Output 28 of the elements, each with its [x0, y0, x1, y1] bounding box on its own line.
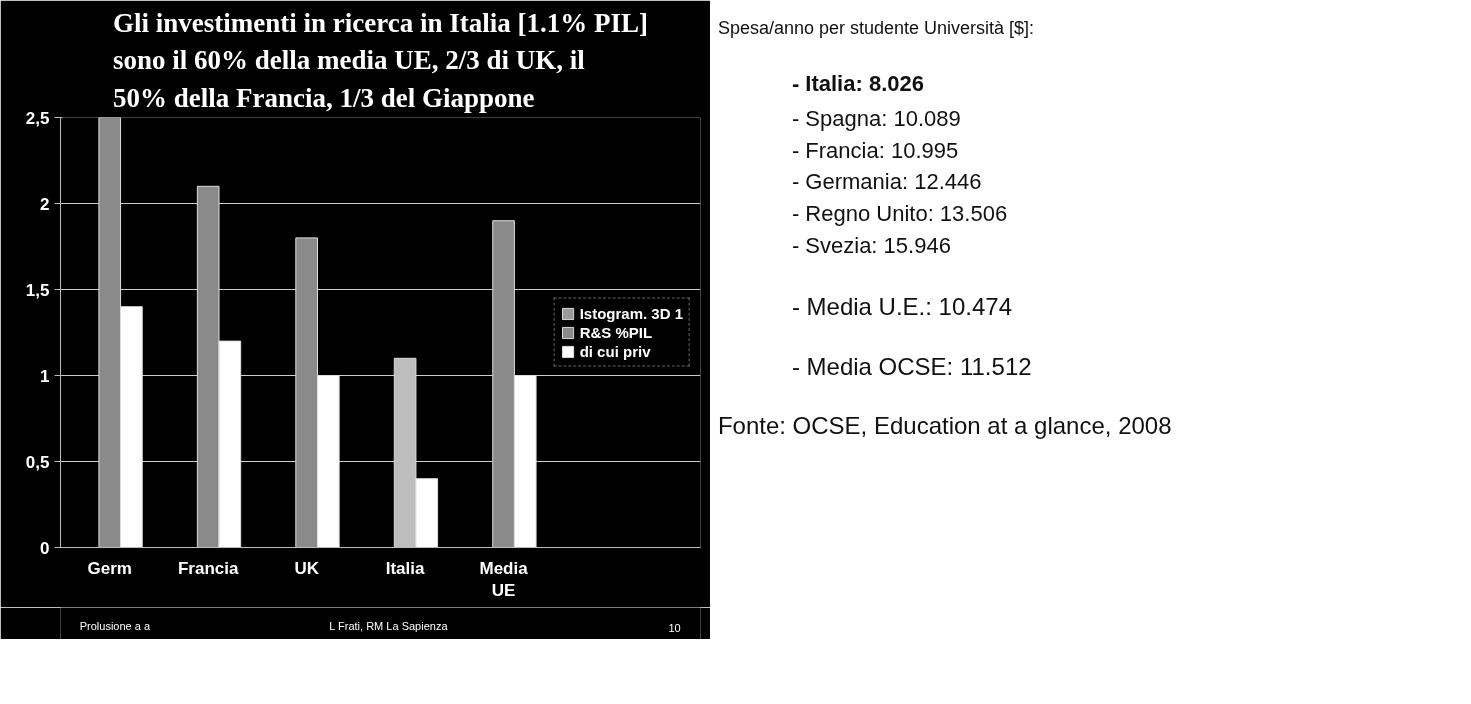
text: - Media OCSE: 11.512: [791, 352, 1032, 380]
text: - Francia: 10.995: [791, 137, 959, 163]
text: - Media U.E.: 10.474: [791, 292, 1013, 320]
legend-label: R&S %PIL: [579, 323, 653, 341]
text: - Spagna: 10.089: [791, 106, 961, 132]
text: - Svezia: 15.946: [791, 232, 951, 258]
x-tick-label: UK: [294, 558, 320, 578]
x-tick-label: Francia: [177, 558, 239, 578]
x-tick-label: Media UE: [479, 558, 529, 601]
y-tick-label: 2: [40, 194, 50, 214]
source-note: Fonte: OCSE, Education at a glance, 2008: [717, 412, 1172, 440]
text: L Frati, RM La Sapienza: [329, 619, 449, 632]
y-tick-label: 0: [40, 538, 50, 558]
legend-label: Istogram. 3D 1: [579, 304, 683, 322]
text: Prolusione a a: [79, 619, 151, 632]
chart-title: Gli investimenti in ricerca in Italia [1.1% PIL] sono il 60% della media UE, 2/3 di UK, il 50% della Francia, 1/3 del Giappone: [113, 7, 648, 113]
x-tick-label: Germ: [87, 558, 132, 578]
legend-label: di cui priv: [579, 342, 651, 360]
x-tick-label: Italia: [385, 558, 426, 578]
text: 10: [668, 621, 681, 634]
text: - Germania: 12.446: [791, 169, 982, 195]
text: Spesa/anno per studente Università [$]:: [717, 18, 1035, 39]
y-tick-label: 1: [40, 366, 50, 386]
y-tick-label: 2,5: [25, 108, 50, 128]
y-tick-label: 1,5: [25, 280, 50, 300]
text: - Regno Unito: 13.506: [791, 201, 1008, 227]
y-tick-label: 0,5: [25, 452, 50, 472]
text: - Italia: 8.026: [791, 70, 924, 96]
